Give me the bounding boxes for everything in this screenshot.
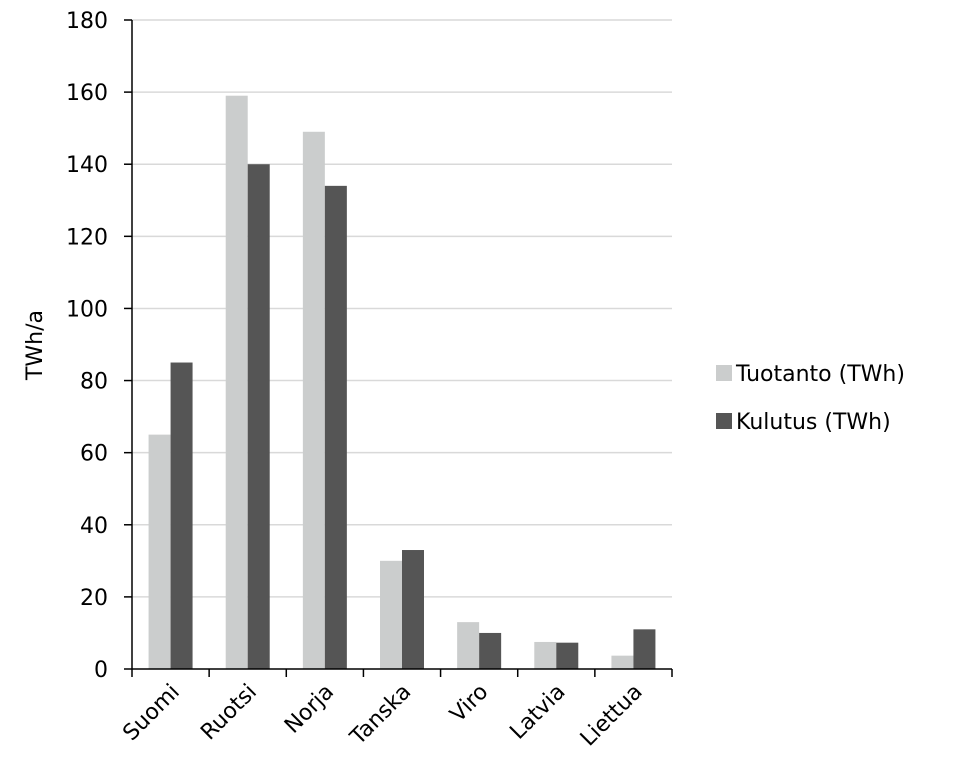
bar-kulutus-ruotsi: [247, 164, 270, 669]
y-tick-label: 120: [66, 225, 108, 250]
gridlines: [132, 19, 672, 598]
y-tick-label: 100: [66, 297, 108, 322]
x-axis-labels: Suomi Ruotsi Norja Tanska Viro Latvia Liettua: [118, 669, 673, 752]
bar-kulutus-tanska: [402, 550, 424, 669]
bar-tuotanto-tanska: [380, 560, 402, 669]
legend-swatch: [716, 413, 732, 429]
legend-label: Kulutus (TWh): [736, 410, 891, 435]
bar-kulutus-liettua: [633, 629, 656, 669]
x-category-label: Latvia: [505, 680, 570, 745]
x-category-label: Viro: [446, 680, 494, 728]
y-tick-label: 0: [94, 658, 108, 683]
axes: [131, 20, 672, 670]
y-tick-label: 160: [66, 81, 108, 106]
y-tick-label: 180: [66, 9, 108, 34]
y-axis-ticks: 0 20 40 60 80 100 120 140 160 180: [66, 9, 132, 683]
y-tick-label: 80: [80, 370, 108, 395]
x-category-label: Tanska: [345, 680, 416, 751]
bar-tuotanto-latvia: [534, 641, 557, 669]
bars: [148, 95, 656, 669]
x-category-label: Liettua: [576, 680, 648, 752]
bar-tuotanto-viro: [457, 622, 480, 669]
bar-tuotanto-liettua: [611, 655, 634, 669]
bar-tuotanto-suomi: [148, 434, 171, 669]
bar-tuotanto-ruotsi: [225, 95, 248, 669]
y-axis-title: TWh/a: [23, 310, 48, 381]
x-category-label: Suomi: [118, 680, 184, 746]
x-category-label: Norja: [280, 680, 339, 739]
y-tick-label: 60: [80, 442, 108, 467]
legend-label: Tuotanto (TWh): [735, 362, 905, 387]
y-tick-label: 140: [66, 153, 108, 178]
x-category-label: Ruotsi: [196, 680, 262, 746]
y-tick-label: 20: [80, 586, 108, 611]
y-tick-label: 40: [80, 514, 108, 539]
bar-kulutus-latvia: [556, 642, 579, 669]
bar-kulutus-suomi: [170, 362, 193, 669]
bar-kulutus-viro: [479, 632, 502, 669]
bar-tuotanto-norja: [302, 131, 325, 669]
legend-swatch: [716, 365, 732, 381]
bar-kulutus-norja: [324, 185, 347, 669]
legend: Tuotanto (TWh) Kulutus (TWh): [716, 362, 905, 435]
